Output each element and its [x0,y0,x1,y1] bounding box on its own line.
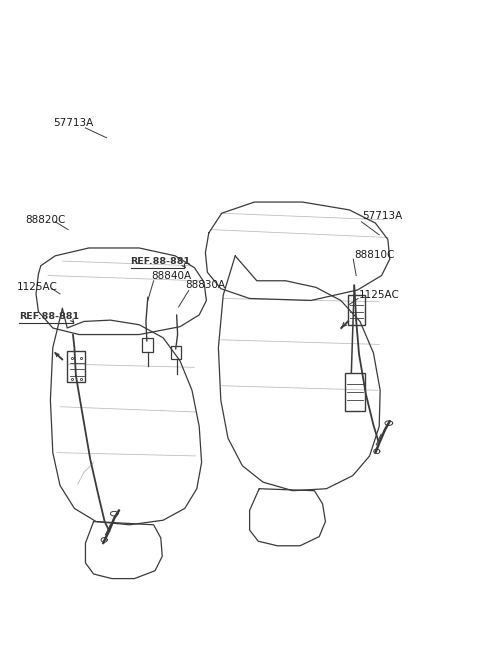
Text: 1125AC: 1125AC [359,290,400,300]
Bar [171,346,181,359]
Bar [67,351,85,382]
Text: REF.88-881: REF.88-881 [19,312,79,321]
Text: 88840A: 88840A [151,270,192,281]
Bar [345,373,365,411]
Text: 88820C: 88820C [25,215,65,225]
Text: REF.88-881: REF.88-881 [131,256,191,266]
Text: 88810C: 88810C [354,249,395,260]
Bar [142,338,153,352]
Text: 57713A: 57713A [53,118,93,129]
Text: 88830A: 88830A [185,280,225,291]
Bar [348,295,365,325]
Text: 57713A: 57713A [362,211,403,222]
Text: 1125AC: 1125AC [17,281,58,292]
